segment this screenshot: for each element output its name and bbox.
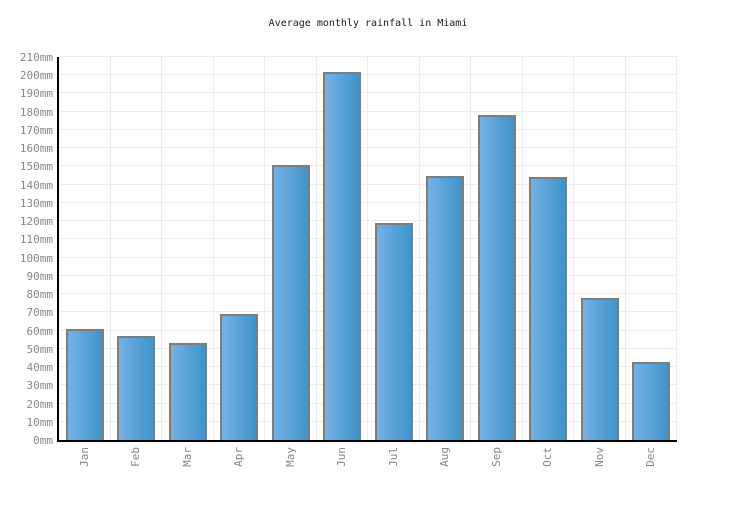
x-tick-label-jan: Jan — [77, 447, 91, 467]
bar-may — [271, 164, 310, 440]
y-tick-label: 150mm — [19, 160, 53, 174]
h-gridline — [59, 201, 677, 203]
x-tick-label-oct: Oct — [541, 447, 555, 467]
v-gridline — [367, 57, 368, 440]
y-tick-label: 180mm — [19, 105, 53, 119]
y-tick-label: 90mm — [26, 269, 54, 283]
y-tick-label: 50mm — [26, 342, 54, 356]
bar-sep — [477, 115, 516, 440]
h-gridline — [59, 384, 677, 386]
v-gridline — [315, 57, 317, 440]
v-gridline — [521, 57, 523, 440]
bar-nov — [580, 297, 619, 440]
h-gridline — [59, 420, 677, 422]
bar-oct — [529, 177, 568, 440]
h-gridline — [59, 220, 677, 222]
x-tick-label-mar: Mar — [180, 447, 194, 467]
y-tick-label: 160mm — [19, 142, 53, 156]
h-gridline — [59, 347, 677, 349]
y-tick-label: 70mm — [26, 306, 54, 320]
h-gridline — [59, 147, 677, 149]
v-gridline — [573, 57, 574, 440]
y-tick-label: 110mm — [19, 233, 53, 247]
x-tick-label-apr: Apr — [232, 447, 246, 467]
y-tick-label: 10mm — [26, 415, 54, 429]
bar-mar — [168, 343, 207, 440]
y-tick-label: 130mm — [19, 196, 53, 210]
bar-jul — [374, 222, 413, 440]
y-tick-label: 20mm — [26, 397, 54, 411]
x-tick-label-feb: Feb — [129, 447, 143, 467]
v-gridline — [212, 57, 214, 440]
x-tick-label-sep: Sep — [489, 447, 503, 467]
y-tick-label: 30mm — [26, 379, 54, 393]
h-gridline — [59, 165, 677, 167]
h-gridline — [59, 128, 677, 130]
v-gridline — [470, 57, 471, 440]
y-tick-label: 0mm — [33, 434, 53, 447]
bar-feb — [117, 336, 156, 440]
y-tick-label: 100mm — [19, 251, 53, 265]
h-gridline — [59, 293, 677, 295]
bar-jan — [65, 328, 104, 440]
x-tick-label-may: May — [283, 447, 297, 467]
x-tick-label-aug: Aug — [438, 447, 452, 467]
h-gridline — [59, 274, 677, 276]
h-gridline — [59, 183, 677, 185]
bar-jun — [323, 71, 362, 440]
y-tick-label: 170mm — [19, 123, 53, 137]
chart-title: Average monthly rainfall in Miami — [268, 18, 468, 29]
x-tick-label-dec: Dec — [644, 447, 658, 467]
h-gridline — [59, 402, 677, 404]
h-gridline — [59, 311, 677, 313]
bar-aug — [426, 175, 465, 440]
x-tick-label-jul: Jul — [386, 447, 400, 467]
v-gridline — [109, 57, 111, 440]
h-gridline — [59, 256, 677, 258]
h-gridline — [59, 329, 677, 331]
h-gridline — [59, 110, 677, 112]
x-tick-label-jun: Jun — [335, 447, 349, 467]
y-tick-label: 210mm — [19, 51, 53, 64]
bar-dec — [632, 361, 671, 440]
h-gridline — [59, 92, 677, 94]
y-tick-label: 190mm — [19, 87, 53, 101]
v-gridline — [264, 57, 265, 440]
y-tick-label: 80mm — [26, 288, 54, 302]
bar-apr — [220, 314, 259, 440]
v-gridline — [161, 57, 162, 440]
h-gridline — [59, 74, 677, 76]
plot-area — [57, 56, 677, 442]
h-gridline — [59, 366, 677, 368]
h-gridline — [59, 238, 677, 240]
y-tick-label: 60mm — [26, 324, 54, 338]
y-tick-label: 200mm — [19, 69, 53, 83]
v-gridline — [676, 57, 677, 440]
h-gridline — [59, 56, 677, 57]
y-tick-label: 120mm — [19, 215, 53, 229]
v-gridline — [418, 57, 420, 440]
y-tick-label: 140mm — [19, 178, 53, 192]
v-gridline — [624, 57, 626, 440]
y-tick-label: 40mm — [26, 361, 54, 375]
x-tick-label-nov: Nov — [592, 447, 606, 467]
